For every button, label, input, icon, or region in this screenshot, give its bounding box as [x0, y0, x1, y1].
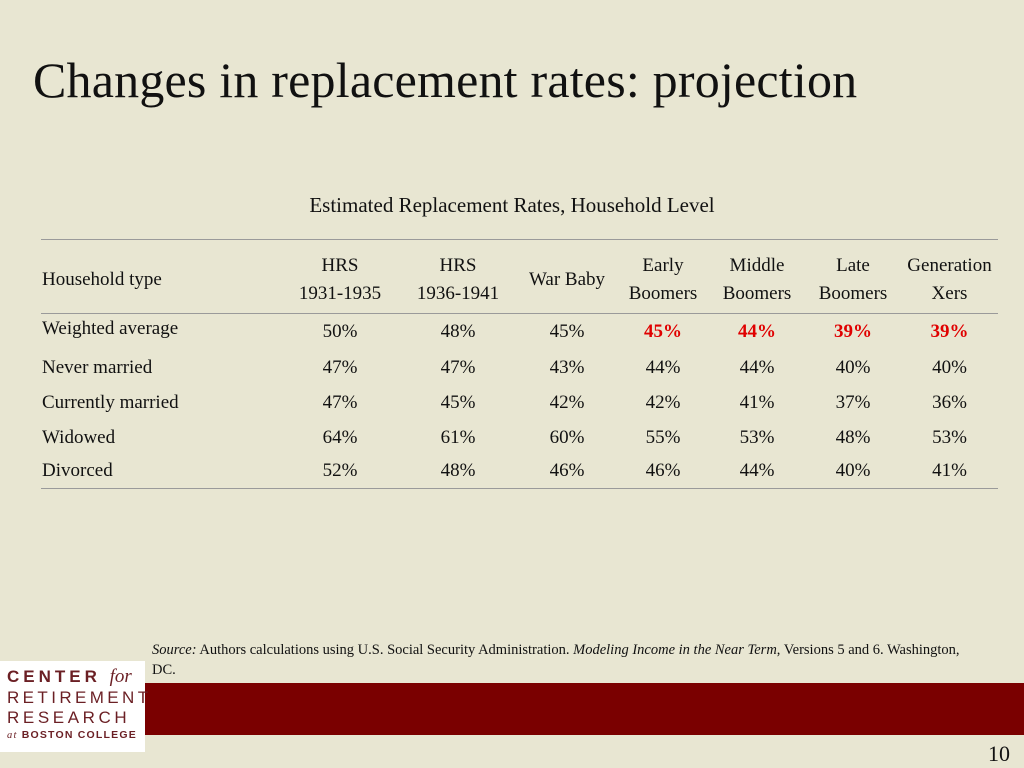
- table-cell: 48%: [440, 459, 476, 481]
- table-cell: 43%: [549, 357, 585, 379]
- source-text-end: , Versions 5 and 6. Washington, DC.: [152, 642, 960, 679]
- table-cell: 64%: [322, 427, 358, 449]
- table-cell: 45%: [440, 392, 476, 414]
- table-cell: 48%: [440, 321, 476, 343]
- table-cell: 60%: [549, 427, 585, 449]
- table-row: Currently married 47% 45% 42% 42% 41% 37…: [41, 386, 998, 421]
- logo-research: RESEARCH: [7, 708, 131, 727]
- replacement-rates-table: Household type HRS 1931-1935 HRS 1936-1941…: [41, 239, 998, 490]
- source-publication-title: Modeling Income in the Near Term: [573, 642, 777, 658]
- logo-at: at: [7, 730, 18, 741]
- table-cell: 36%: [932, 392, 967, 414]
- crr-logo: CENTER for RETIREMENT RESEARCH at BOSTON…: [0, 661, 152, 752]
- header-middle-boomers: Middle Boomers: [709, 239, 805, 315]
- row-label: Widowed: [42, 427, 116, 449]
- table-cell: 45%: [549, 321, 585, 343]
- source-note: Source: Authors calculations using U.S. …: [152, 640, 982, 681]
- header-hrs-1936: HRS 1936-1941: [399, 239, 517, 315]
- logo-for: for: [109, 666, 132, 687]
- table-cell: 40%: [835, 459, 871, 481]
- table-cell-highlighted: 39%: [930, 321, 969, 343]
- row-label: Weighted average: [42, 318, 179, 340]
- table-cell: 40%: [835, 357, 871, 379]
- page-number: 10: [988, 741, 1010, 766]
- table-cell: 47%: [322, 392, 358, 414]
- table-cell: 42%: [645, 392, 681, 414]
- row-label: Divorced: [42, 459, 113, 481]
- table-cell: 37%: [835, 392, 871, 414]
- table-cell-highlighted: 44%: [738, 321, 776, 343]
- table-cell: 55%: [645, 427, 681, 449]
- table-row: Never married 47% 47% 43% 44% 44% 40% 40…: [41, 351, 998, 386]
- table-cell: 42%: [549, 392, 585, 414]
- table-cell: 44%: [645, 357, 681, 379]
- table-cell: 50%: [322, 321, 358, 343]
- table-row: Divorced 52% 48% 46% 46% 44% 40% 41%: [41, 456, 998, 489]
- table-cell: 47%: [440, 357, 476, 379]
- header-household-type: Household type: [41, 239, 281, 315]
- table-cell: 46%: [645, 459, 681, 481]
- table-cell: 52%: [322, 459, 358, 481]
- table-cell: 41%: [932, 459, 967, 481]
- table-cell: 53%: [932, 427, 967, 449]
- slide-title: Changes in replacement rates: projection: [33, 52, 858, 108]
- logo-center: CENTER: [7, 667, 101, 686]
- table-cell: 41%: [739, 392, 775, 414]
- table-row: Weighted average 50% 48% 45% 45% 44% 39%…: [41, 314, 998, 351]
- logo-retirement: RETIREMENT: [7, 688, 152, 707]
- table-cell: 46%: [549, 459, 585, 481]
- table-row: Widowed 64% 61% 60% 55% 53% 48% 53%: [41, 421, 998, 456]
- table-cell-highlighted: 39%: [834, 321, 872, 343]
- table-cell: 61%: [440, 427, 476, 449]
- source-text: Authors calculations using U.S. Social S…: [196, 642, 574, 658]
- table-cell: 44%: [739, 357, 775, 379]
- logo-boston-college: BOSTON COLLEGE: [21, 729, 137, 741]
- table-caption: Estimated Replacement Rates, Household L…: [309, 193, 715, 217]
- table-cell: 40%: [932, 357, 967, 379]
- row-label: Never married: [42, 357, 153, 379]
- header-war-baby: War Baby: [517, 239, 617, 315]
- table-cell: 48%: [835, 427, 871, 449]
- table-cell-highlighted: 45%: [644, 321, 682, 343]
- header-hrs-1931: HRS 1931-1935: [281, 239, 399, 315]
- row-label: Currently married: [42, 392, 179, 414]
- header-early-boomers: Early Boomers: [617, 239, 709, 315]
- header-late-boomers: Late Boomers: [805, 239, 901, 315]
- footer-band: [0, 683, 1024, 735]
- table-cell: 47%: [322, 357, 358, 379]
- source-label: Source:: [152, 642, 197, 658]
- table-header-row: Household type HRS 1931-1935 HRS 1936-1941…: [41, 239, 998, 315]
- table-cell: 53%: [739, 427, 775, 449]
- table-cell: 44%: [739, 459, 775, 481]
- header-generation-xers: Generation Xers: [901, 239, 998, 315]
